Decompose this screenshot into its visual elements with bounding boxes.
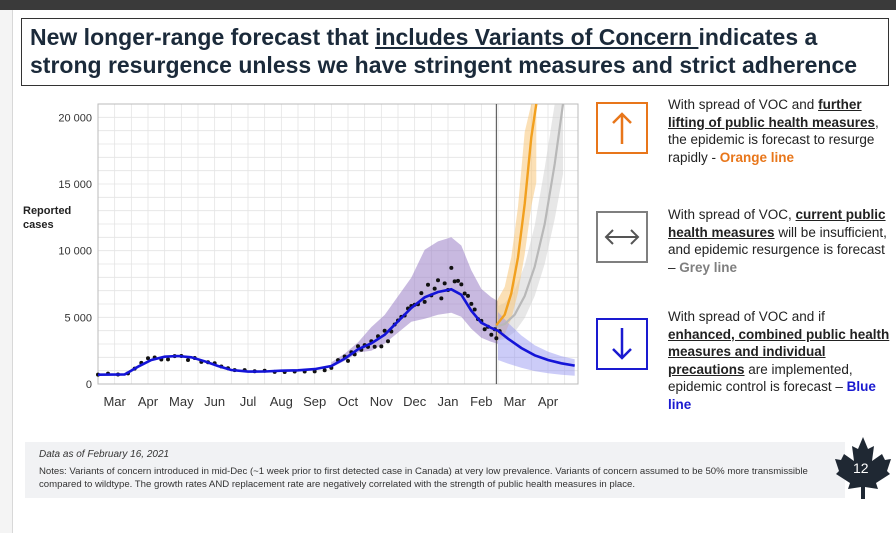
x-tick-label: Jun — [204, 394, 225, 409]
x-tick-label: Apr — [538, 394, 559, 409]
grey-forecast-line — [495, 103, 565, 328]
x-tick-label: Sep — [303, 394, 326, 409]
maple-leaf-icon — [835, 435, 891, 499]
title-part-3: indicates a — [698, 24, 818, 50]
y-axis-label: Reported — [23, 205, 71, 217]
title-underlined: includes Variants of Concern — [375, 24, 699, 50]
observed-case-point — [426, 282, 430, 287]
orange-uncertainty-band — [496, 104, 537, 342]
observed-case-point — [356, 344, 360, 349]
x-tick-label: Mar — [503, 394, 526, 409]
left-edge — [0, 10, 13, 533]
observed-case-point — [379, 344, 384, 349]
chart: 0 5 000 10 000 15 000 20 000 Reported cases Mar… — [13, 98, 593, 428]
grey-line-label: Grey line — [679, 259, 738, 275]
title-part-1: New longer-range forecast that — [30, 24, 376, 50]
historical-uncertainty-band — [331, 237, 498, 368]
arrow-left-right-icon — [596, 211, 648, 263]
observed-case-point — [382, 328, 387, 333]
page-number: 12 — [853, 460, 869, 476]
observed-case-point — [439, 296, 444, 301]
orange-forecast-line — [495, 103, 538, 327]
observed-case-point — [146, 356, 150, 361]
x-tick-label: Jan — [438, 394, 459, 409]
blue-line-label: Blue line — [668, 379, 876, 412]
arrow-down-icon — [596, 318, 648, 370]
observed-case-point — [432, 286, 437, 291]
observed-case-point — [322, 368, 327, 373]
y-axis-label: cases — [23, 219, 54, 231]
observed-case-point — [462, 291, 467, 296]
orange-line-label: Orange line — [719, 149, 795, 165]
observed-case-point — [419, 291, 424, 296]
title-box: New longer-range forecast that includes … — [21, 18, 889, 86]
blue-forecast-line — [97, 287, 575, 376]
observed-case-point — [469, 301, 474, 306]
chart-svg: 0 5 000 10 000 15 000 20 000 Reported cases Mar… — [23, 103, 579, 409]
observed-case-point — [494, 336, 499, 341]
observed-case-point — [449, 265, 454, 270]
x-tick-label: May — [169, 394, 194, 409]
grey-uncertainty-band — [496, 104, 563, 341]
observed-case-point — [436, 278, 440, 283]
notes-text: Notes: Variants of concern introduced in… — [39, 466, 808, 490]
observed-case-point — [452, 279, 457, 284]
forecast-legend-panel: With spread of VOC and further lifting o… — [596, 96, 896, 426]
x-tick-label: Jul — [240, 394, 257, 409]
x-tick-label: Aug — [270, 394, 293, 409]
arrow-up-icon — [596, 102, 648, 154]
observed-case-point — [422, 299, 427, 304]
observed-case-point — [459, 282, 464, 287]
title-line-2: strong resurgence unless we have stringe… — [30, 52, 858, 78]
y-tick-label: 5 000 — [64, 312, 92, 324]
legend-text-blue: With spread of VOC and if enhanced, comb… — [668, 309, 890, 412]
observed-case-point — [386, 339, 390, 344]
x-tick-label: Feb — [470, 394, 492, 409]
footer-notes: Data as of February 16, 2021 Notes: Vari… — [25, 442, 845, 498]
observed-case-point — [456, 278, 460, 283]
slide: New longer-range forecast that includes … — [13, 10, 896, 533]
observed-case-point — [346, 358, 350, 363]
data-date: Data as of February 16, 2021 — [39, 449, 170, 460]
plot-frame — [97, 103, 579, 385]
y-tick-label: 15 000 — [58, 179, 92, 191]
y-tick-label: 0 — [86, 379, 92, 391]
top-bar — [0, 0, 896, 10]
observed-case-point — [489, 332, 494, 337]
slide-title: New longer-range forecast that includes … — [30, 23, 880, 79]
x-tick-label: Oct — [338, 394, 359, 409]
x-tick-label: Mar — [103, 394, 126, 409]
x-tick-label: Dec — [403, 394, 427, 409]
legend-text-orange: With spread of VOC and further lifting o… — [668, 97, 879, 165]
legend-text-grey: With spread of VOC, current public healt… — [668, 207, 887, 275]
observed-case-point — [442, 281, 447, 286]
x-tick-label: Apr — [138, 394, 159, 409]
observed-case-point — [372, 344, 377, 349]
observed-case-point — [482, 327, 487, 332]
observed-case-point — [166, 357, 170, 362]
y-tick-label: 20 000 — [58, 112, 92, 124]
blue-uncertainty-band — [498, 312, 575, 376]
y-tick-label: 10 000 — [58, 246, 92, 258]
observed-case-point — [466, 293, 470, 298]
observed-case-point — [472, 307, 477, 312]
observed-case-point — [186, 357, 190, 362]
x-tick-label: Nov — [370, 394, 394, 409]
